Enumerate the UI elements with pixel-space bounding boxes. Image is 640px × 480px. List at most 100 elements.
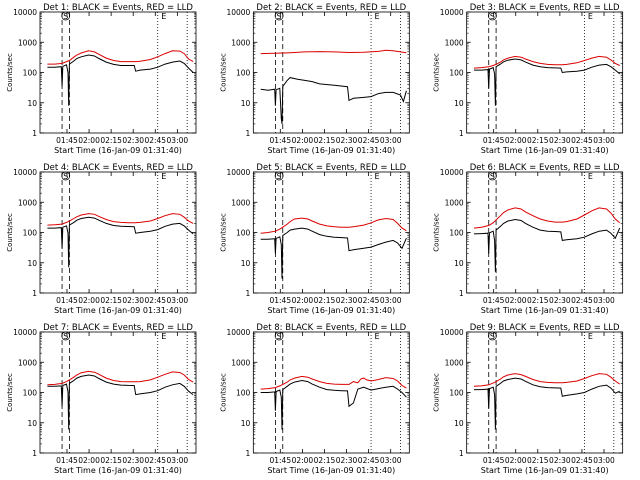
y-tick-label: 1 xyxy=(246,449,251,458)
x-axis-label: Start Time (16-Jan-09 01:31:40) xyxy=(54,466,182,475)
y-tick-label: 10 xyxy=(454,99,464,108)
y-tick-label: 1000 xyxy=(445,198,464,207)
x-tick-label: 02:30 xyxy=(122,136,144,145)
y-tick-label: 100 xyxy=(449,229,464,238)
flag-e-label: E xyxy=(161,12,166,21)
x-axis-label: Start Time (16-Jan-09 01:31:40) xyxy=(54,146,182,155)
y-tick-label: 10 xyxy=(27,419,37,428)
y-tick-label: 10 xyxy=(241,259,251,268)
flag-s-label: S xyxy=(490,332,495,341)
flag-e-label: E xyxy=(161,332,166,341)
x-tick-label: 02:00 xyxy=(505,296,527,305)
x-tick-label: 02:30 xyxy=(336,456,358,465)
y-tick-label: 100 xyxy=(236,229,251,238)
flag-s-label: S xyxy=(63,172,68,181)
y-tick-label: 1 xyxy=(32,449,37,458)
y-axis-label: Counts/sec xyxy=(433,373,441,412)
panel-title: Det 4: BLACK = Events, RED = LLD xyxy=(43,163,193,173)
x-tick-label: 02:00 xyxy=(78,136,100,145)
x-tick-label: 03:00 xyxy=(593,136,615,145)
x-tick-label: 02:15 xyxy=(314,296,336,305)
x-tick-label: 02:45 xyxy=(358,136,380,145)
y-tick-label: 1 xyxy=(459,449,464,458)
y-tick-label: 10 xyxy=(241,99,251,108)
x-tick-label: 01:45 xyxy=(56,136,78,145)
y-tick-label: 10000 xyxy=(13,168,37,177)
series-line-lld xyxy=(260,375,407,390)
panel-title: Det 7: BLACK = Events, RED = LLD xyxy=(43,323,193,333)
series-line-lld xyxy=(260,49,407,55)
x-tick-label: 02:15 xyxy=(527,296,549,305)
plot-frame xyxy=(466,11,624,134)
x-tick-label: 02:45 xyxy=(571,296,593,305)
y-tick-label: 1000 xyxy=(18,358,37,367)
x-tick-label: 02:45 xyxy=(571,456,593,465)
y-tick-label: 10000 xyxy=(440,8,464,17)
series-line-events xyxy=(474,58,621,106)
y-tick-label: 10000 xyxy=(226,328,250,337)
x-tick-label: 02:00 xyxy=(292,136,314,145)
y-tick-label: 1000 xyxy=(18,38,37,47)
y-tick-label: 1000 xyxy=(231,358,250,367)
x-tick-label: 02:45 xyxy=(144,136,166,145)
series-line-lld xyxy=(47,370,194,386)
series-line-events xyxy=(474,377,620,430)
x-tick-label: 02:00 xyxy=(78,456,100,465)
x-tick-label: 02:45 xyxy=(144,296,166,305)
x-tick-label: 03:00 xyxy=(167,136,189,145)
plot-frame xyxy=(252,331,410,454)
y-tick-label: 10000 xyxy=(226,8,250,17)
x-tick-label: 02:30 xyxy=(336,136,358,145)
flag-e-label: E xyxy=(161,172,166,181)
panel-title: Det 9: BLACK = Events, RED = LLD xyxy=(470,323,620,333)
x-axis-label: Start Time (16-Jan-09 01:31:40) xyxy=(267,466,395,475)
y-tick-label: 10 xyxy=(454,259,464,268)
x-tick-label: 02:30 xyxy=(122,296,144,305)
y-tick-label: 10000 xyxy=(13,8,37,17)
plot-frame xyxy=(39,11,197,134)
x-tick-label: 02:15 xyxy=(527,136,549,145)
x-tick-label: 03:00 xyxy=(380,456,402,465)
panel-title: Det 6: BLACK = Events, RED = LLD xyxy=(470,163,620,173)
series-line-lld xyxy=(260,217,407,234)
y-tick-label: 100 xyxy=(449,69,464,78)
x-tick-label: 01:45 xyxy=(483,456,505,465)
x-tick-label: 03:00 xyxy=(167,296,189,305)
y-axis-label: Counts/sec xyxy=(6,373,14,412)
y-tick-label: 100 xyxy=(236,389,251,398)
y-tick-label: 10 xyxy=(241,419,251,428)
x-tick-label: 02:00 xyxy=(292,456,314,465)
plot-frame xyxy=(39,171,197,294)
flag-e-label: E xyxy=(375,332,380,341)
x-tick-label: 01:45 xyxy=(269,456,291,465)
flag-s-label: S xyxy=(277,12,282,21)
x-tick-label: 02:00 xyxy=(292,296,314,305)
y-tick-label: 10 xyxy=(27,259,37,268)
y-tick-label: 10000 xyxy=(440,328,464,337)
panel-title: Det 3: BLACK = Events, RED = LLD xyxy=(470,3,620,13)
series-line-events xyxy=(47,374,194,430)
series-line-events xyxy=(47,54,194,106)
x-tick-label: 02:30 xyxy=(549,456,571,465)
y-tick-label: 10000 xyxy=(440,168,464,177)
flag-s-label: S xyxy=(490,172,495,181)
y-axis-label: Counts/sec xyxy=(6,53,14,92)
y-tick-label: 1000 xyxy=(18,198,37,207)
series-line-lld xyxy=(47,213,194,226)
series-line-lld xyxy=(473,373,620,387)
x-tick-label: 02:00 xyxy=(505,456,527,465)
y-tick-label: 1000 xyxy=(231,38,250,47)
x-tick-label: 02:30 xyxy=(122,456,144,465)
series-line-events xyxy=(260,379,407,430)
x-tick-label: 02:30 xyxy=(336,296,358,305)
y-axis-label: Counts/sec xyxy=(6,213,14,252)
flag-e-label: E xyxy=(588,12,593,21)
x-axis-label: Start Time (16-Jan-09 01:31:40) xyxy=(267,306,395,315)
x-axis-label: Start Time (16-Jan-09 01:31:40) xyxy=(267,146,395,155)
y-tick-label: 100 xyxy=(23,389,38,398)
x-tick-label: 02:15 xyxy=(527,456,549,465)
